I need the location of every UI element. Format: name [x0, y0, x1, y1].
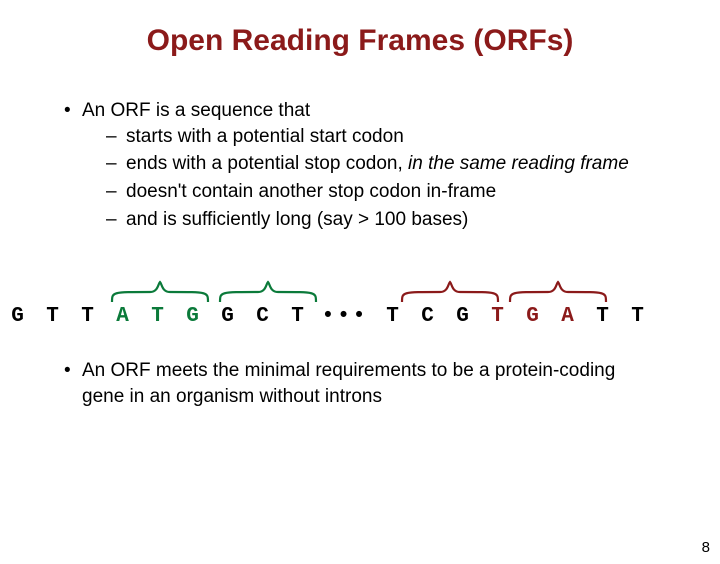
- base-5: G: [175, 305, 210, 328]
- base-12: G: [445, 305, 480, 328]
- slide-title: Open Reading Frames (ORFs): [0, 24, 720, 58]
- base-0: G: [0, 305, 35, 328]
- base-15: A: [550, 305, 585, 328]
- bullet-lead-text: An ORF is a sequence that: [82, 100, 310, 121]
- brace-stop-codon: [508, 280, 608, 302]
- page-number: 8: [702, 539, 710, 556]
- bottom-bullets: An ORF meets the minimal requirements to…: [60, 358, 660, 409]
- bullet-minimal-req: An ORF meets the minimal requirements to…: [60, 358, 660, 409]
- sub-stop-text: ends with a potential stop codon,: [126, 153, 408, 174]
- slide: { "title": "Open Reading Frames (ORFs)",…: [0, 24, 720, 564]
- sub-stop-codon: ends with a potential stop codon, in the…: [104, 151, 660, 177]
- base-3: A: [105, 305, 140, 328]
- base-7: C: [245, 305, 280, 328]
- sub-start-codon: starts with a potential start codon: [104, 124, 660, 150]
- sequence-diagram: GTTATGGCT•••TCGTGATT: [0, 260, 720, 340]
- brace-start-codon: [110, 280, 210, 302]
- bullet-orf-definition: An ORF is a sequence that starts with a …: [60, 98, 660, 232]
- base-10: T: [375, 305, 410, 328]
- base-4: T: [140, 305, 175, 328]
- base-16: T: [585, 305, 620, 328]
- sequence-ellipsis: •••: [315, 305, 375, 328]
- base-13: T: [480, 305, 515, 328]
- base-8: T: [280, 305, 315, 328]
- base-6: G: [210, 305, 245, 328]
- base-1: T: [35, 305, 70, 328]
- sub-length: and is sufficiently long (say > 100 base…: [104, 207, 660, 233]
- sub-no-internal-stop: doesn't contain another stop codon in-fr…: [104, 179, 660, 205]
- brace-codon-3: [400, 280, 500, 302]
- brace-codon-2: [218, 280, 318, 302]
- base-11: C: [410, 305, 445, 328]
- main-bullets: An ORF is a sequence that starts with a …: [60, 98, 660, 232]
- base-2: T: [70, 305, 105, 328]
- sequence-row: GTTATGGCT•••TCGTGATT: [0, 305, 720, 328]
- sub-stop-italic: in the same reading frame: [408, 153, 629, 174]
- base-14: G: [515, 305, 550, 328]
- base-17: T: [620, 305, 655, 328]
